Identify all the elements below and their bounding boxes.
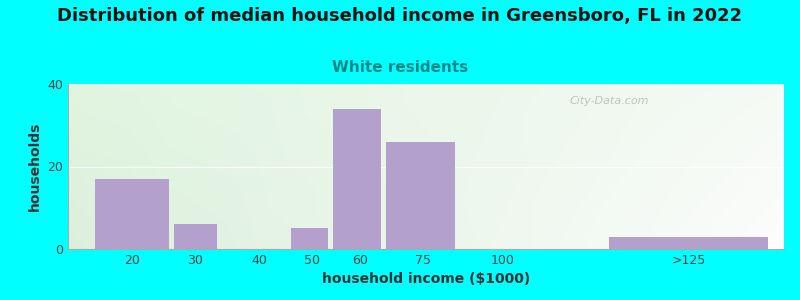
Bar [174, 224, 217, 249]
Bar [609, 237, 768, 249]
Y-axis label: households: households [28, 122, 42, 211]
Bar [386, 142, 455, 249]
Bar [94, 179, 169, 249]
Bar [333, 109, 381, 249]
Text: White residents: White residents [332, 60, 468, 75]
Text: City-Data.com: City-Data.com [570, 95, 649, 106]
Text: Distribution of median household income in Greensboro, FL in 2022: Distribution of median household income … [58, 8, 742, 26]
Bar [290, 228, 328, 249]
X-axis label: household income ($1000): household income ($1000) [322, 272, 530, 286]
